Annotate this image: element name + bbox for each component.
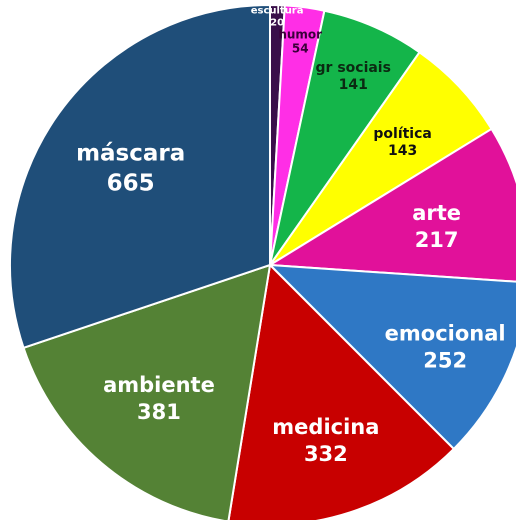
slice-value-medicina: 332 <box>304 442 348 466</box>
pie-slice-arte <box>266 127 516 283</box>
slice-value-mascara: 665 <box>107 170 155 196</box>
slice-label-medicina: medicina <box>272 415 379 439</box>
pie-slices <box>9 3 516 520</box>
slice-label-politica: política <box>373 126 431 142</box>
slice-label-mascara: máscara <box>76 140 185 166</box>
slice-label-gr-sociais: gr sociais <box>316 60 391 76</box>
slice-value-arte: 217 <box>415 228 459 252</box>
slice-value-escultura: 20 <box>270 18 284 29</box>
pie-slice-medicina <box>227 262 456 520</box>
pie-slice-ambiente <box>22 263 272 520</box>
slice-label-escultura: escultura <box>251 6 304 17</box>
slice-value-ambiente: 381 <box>137 400 181 424</box>
slice-label-arte: arte <box>412 201 461 225</box>
pie-slice-mascara <box>9 3 271 350</box>
pie-slice-emocional <box>267 263 516 451</box>
slice-label-humor: humor <box>278 28 322 42</box>
slice-label-emocional: emocional <box>385 322 506 346</box>
slice-value-humor: 54 <box>292 42 309 56</box>
slice-value-gr-sociais: 141 <box>339 77 368 93</box>
slice-label-ambiente: ambiente <box>103 373 215 397</box>
slice-value-emocional: 252 <box>423 349 467 373</box>
slice-value-politica: 143 <box>388 143 417 159</box>
